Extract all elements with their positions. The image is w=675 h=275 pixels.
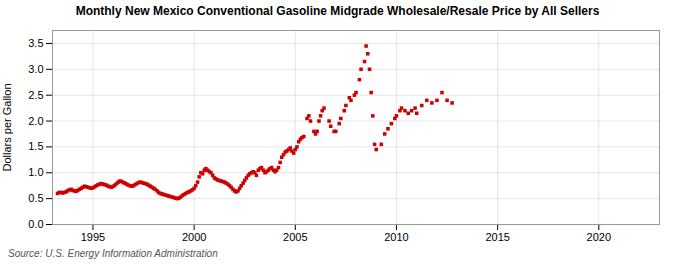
svg-text:2005: 2005 [283,231,307,243]
svg-text:3.0: 3.0 [28,63,43,75]
svg-text:1995: 1995 [81,231,105,243]
svg-text:0.5: 0.5 [28,192,43,204]
svg-text:1.5: 1.5 [28,140,43,152]
svg-text:2000: 2000 [182,231,206,243]
svg-text:0.0: 0.0 [28,218,43,230]
svg-text:2020: 2020 [587,231,611,243]
svg-text:2015: 2015 [485,231,509,243]
svg-text:2010: 2010 [384,231,408,243]
svg-text:2.0: 2.0 [28,115,43,127]
html-text:Monthly New Mexico Conventiona: Monthly New Mexico Conventional Gasoline… [75,4,600,18]
html-text:Source: U.S. Energy Informatio: Source: U.S. Energy Information Administ… [8,248,218,259]
svg-text:2.5: 2.5 [28,89,43,101]
svg-text:1.0: 1.0 [28,166,43,178]
svg-text:3.5: 3.5 [28,37,43,49]
svg-text:Dollars per Gallon: Dollars per Gallon [1,83,13,171]
